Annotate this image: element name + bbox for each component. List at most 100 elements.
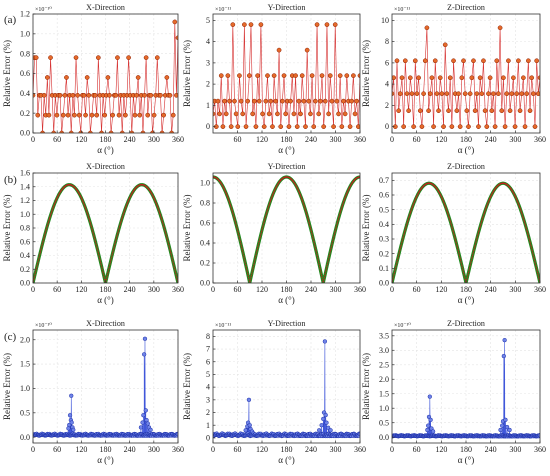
data-point (308, 111, 313, 117)
data-point (69, 393, 74, 398)
data-point (476, 235, 479, 237)
data-point (451, 226, 453, 228)
x-tick-label: 120 (256, 135, 268, 144)
axis-multiplier: ×10⁻¹⁰ (35, 322, 52, 329)
data-point (240, 111, 246, 117)
data-point (477, 233, 479, 236)
data-point (215, 98, 221, 104)
data-point (157, 208, 159, 210)
y-tick-label: 1.0 (20, 384, 30, 393)
data-point (244, 263, 247, 266)
data-point (236, 227, 238, 230)
y-tick-label: 5 (206, 16, 210, 25)
data-point (50, 212, 52, 215)
x-tick-label: 0 (31, 445, 35, 454)
data-point (97, 250, 99, 252)
data-point (263, 98, 269, 104)
y-tick-label: 4 (385, 80, 389, 89)
data-point (120, 220, 122, 222)
data-point (531, 249, 533, 252)
data-point (461, 266, 463, 269)
x-tick-label: 240 (305, 135, 317, 144)
data-point (332, 239, 334, 241)
data-point (52, 205, 55, 208)
y-tick-label: 2 (206, 80, 210, 89)
data-point (240, 246, 243, 248)
data-point (342, 201, 345, 203)
data-point (220, 124, 226, 129)
data-point (447, 75, 453, 81)
y-axis-label: Relative Error (%) (2, 40, 12, 107)
data-point (169, 248, 171, 251)
data-point (474, 244, 476, 247)
data-point (119, 224, 121, 226)
data-point (271, 196, 273, 198)
data-point (243, 258, 246, 260)
data-point (246, 271, 248, 273)
y-tick-label: 8 (385, 37, 389, 46)
data-point (339, 211, 342, 213)
x-tick-label: 300 (330, 285, 342, 294)
data-point (48, 55, 53, 60)
data-point (233, 215, 235, 217)
data-point (527, 233, 529, 236)
data-point (160, 216, 162, 218)
data-point (45, 227, 48, 229)
data-point (405, 225, 408, 227)
data-point (117, 231, 119, 234)
data-point (458, 253, 460, 255)
data-point (239, 239, 241, 241)
data-point (91, 228, 93, 231)
subplot-title: Y-Direction (268, 319, 306, 328)
data-point (524, 91, 530, 97)
y-tick-label: 5 (206, 370, 210, 379)
subplot-9: 0 60 120 180 240 300 360 0.0 0.5 1.0 1.5 2.0 2.5 3.0 3… (361, 319, 546, 465)
data-point (97, 253, 100, 255)
data-point (466, 275, 469, 277)
data-point (331, 124, 336, 129)
x-tick-label: 180 (281, 135, 293, 144)
data-point (158, 211, 161, 213)
y-tick-label: 2 (206, 408, 210, 417)
data-point (514, 91, 520, 97)
y-tick-label: 0.2 (200, 259, 210, 268)
data-point (99, 261, 102, 264)
data-point (459, 258, 461, 260)
data-point (452, 229, 454, 231)
data-point (476, 237, 478, 239)
data-point (267, 208, 269, 211)
data-point (249, 280, 251, 282)
data-point (253, 263, 255, 266)
data-point (304, 47, 310, 53)
data-point (308, 221, 310, 223)
data-point (394, 270, 396, 272)
y-tick-label: 8 (206, 332, 210, 341)
y-tick-label: 4 (206, 383, 210, 392)
data-point (269, 199, 272, 202)
data-point (255, 254, 257, 257)
data-point (283, 111, 289, 117)
data-point (401, 241, 403, 244)
data-point (276, 47, 282, 53)
data-point (239, 240, 242, 243)
data-point (92, 233, 95, 235)
data-point (44, 231, 47, 234)
data-point (53, 204, 55, 207)
x-tick-label: 120 (256, 285, 268, 294)
data-point (311, 232, 313, 234)
plot-area (33, 183, 178, 283)
data-point (534, 263, 537, 265)
data-point (43, 236, 45, 238)
data-point (449, 124, 455, 129)
data-point (154, 55, 160, 60)
data-point (537, 275, 540, 277)
data-point (347, 124, 353, 129)
data-point (325, 267, 328, 269)
data-point (517, 202, 519, 205)
data-point (309, 227, 312, 230)
data-point (335, 227, 337, 230)
data-point (256, 249, 258, 251)
data-point (531, 248, 533, 250)
data-point (270, 198, 272, 201)
data-point (329, 249, 332, 251)
